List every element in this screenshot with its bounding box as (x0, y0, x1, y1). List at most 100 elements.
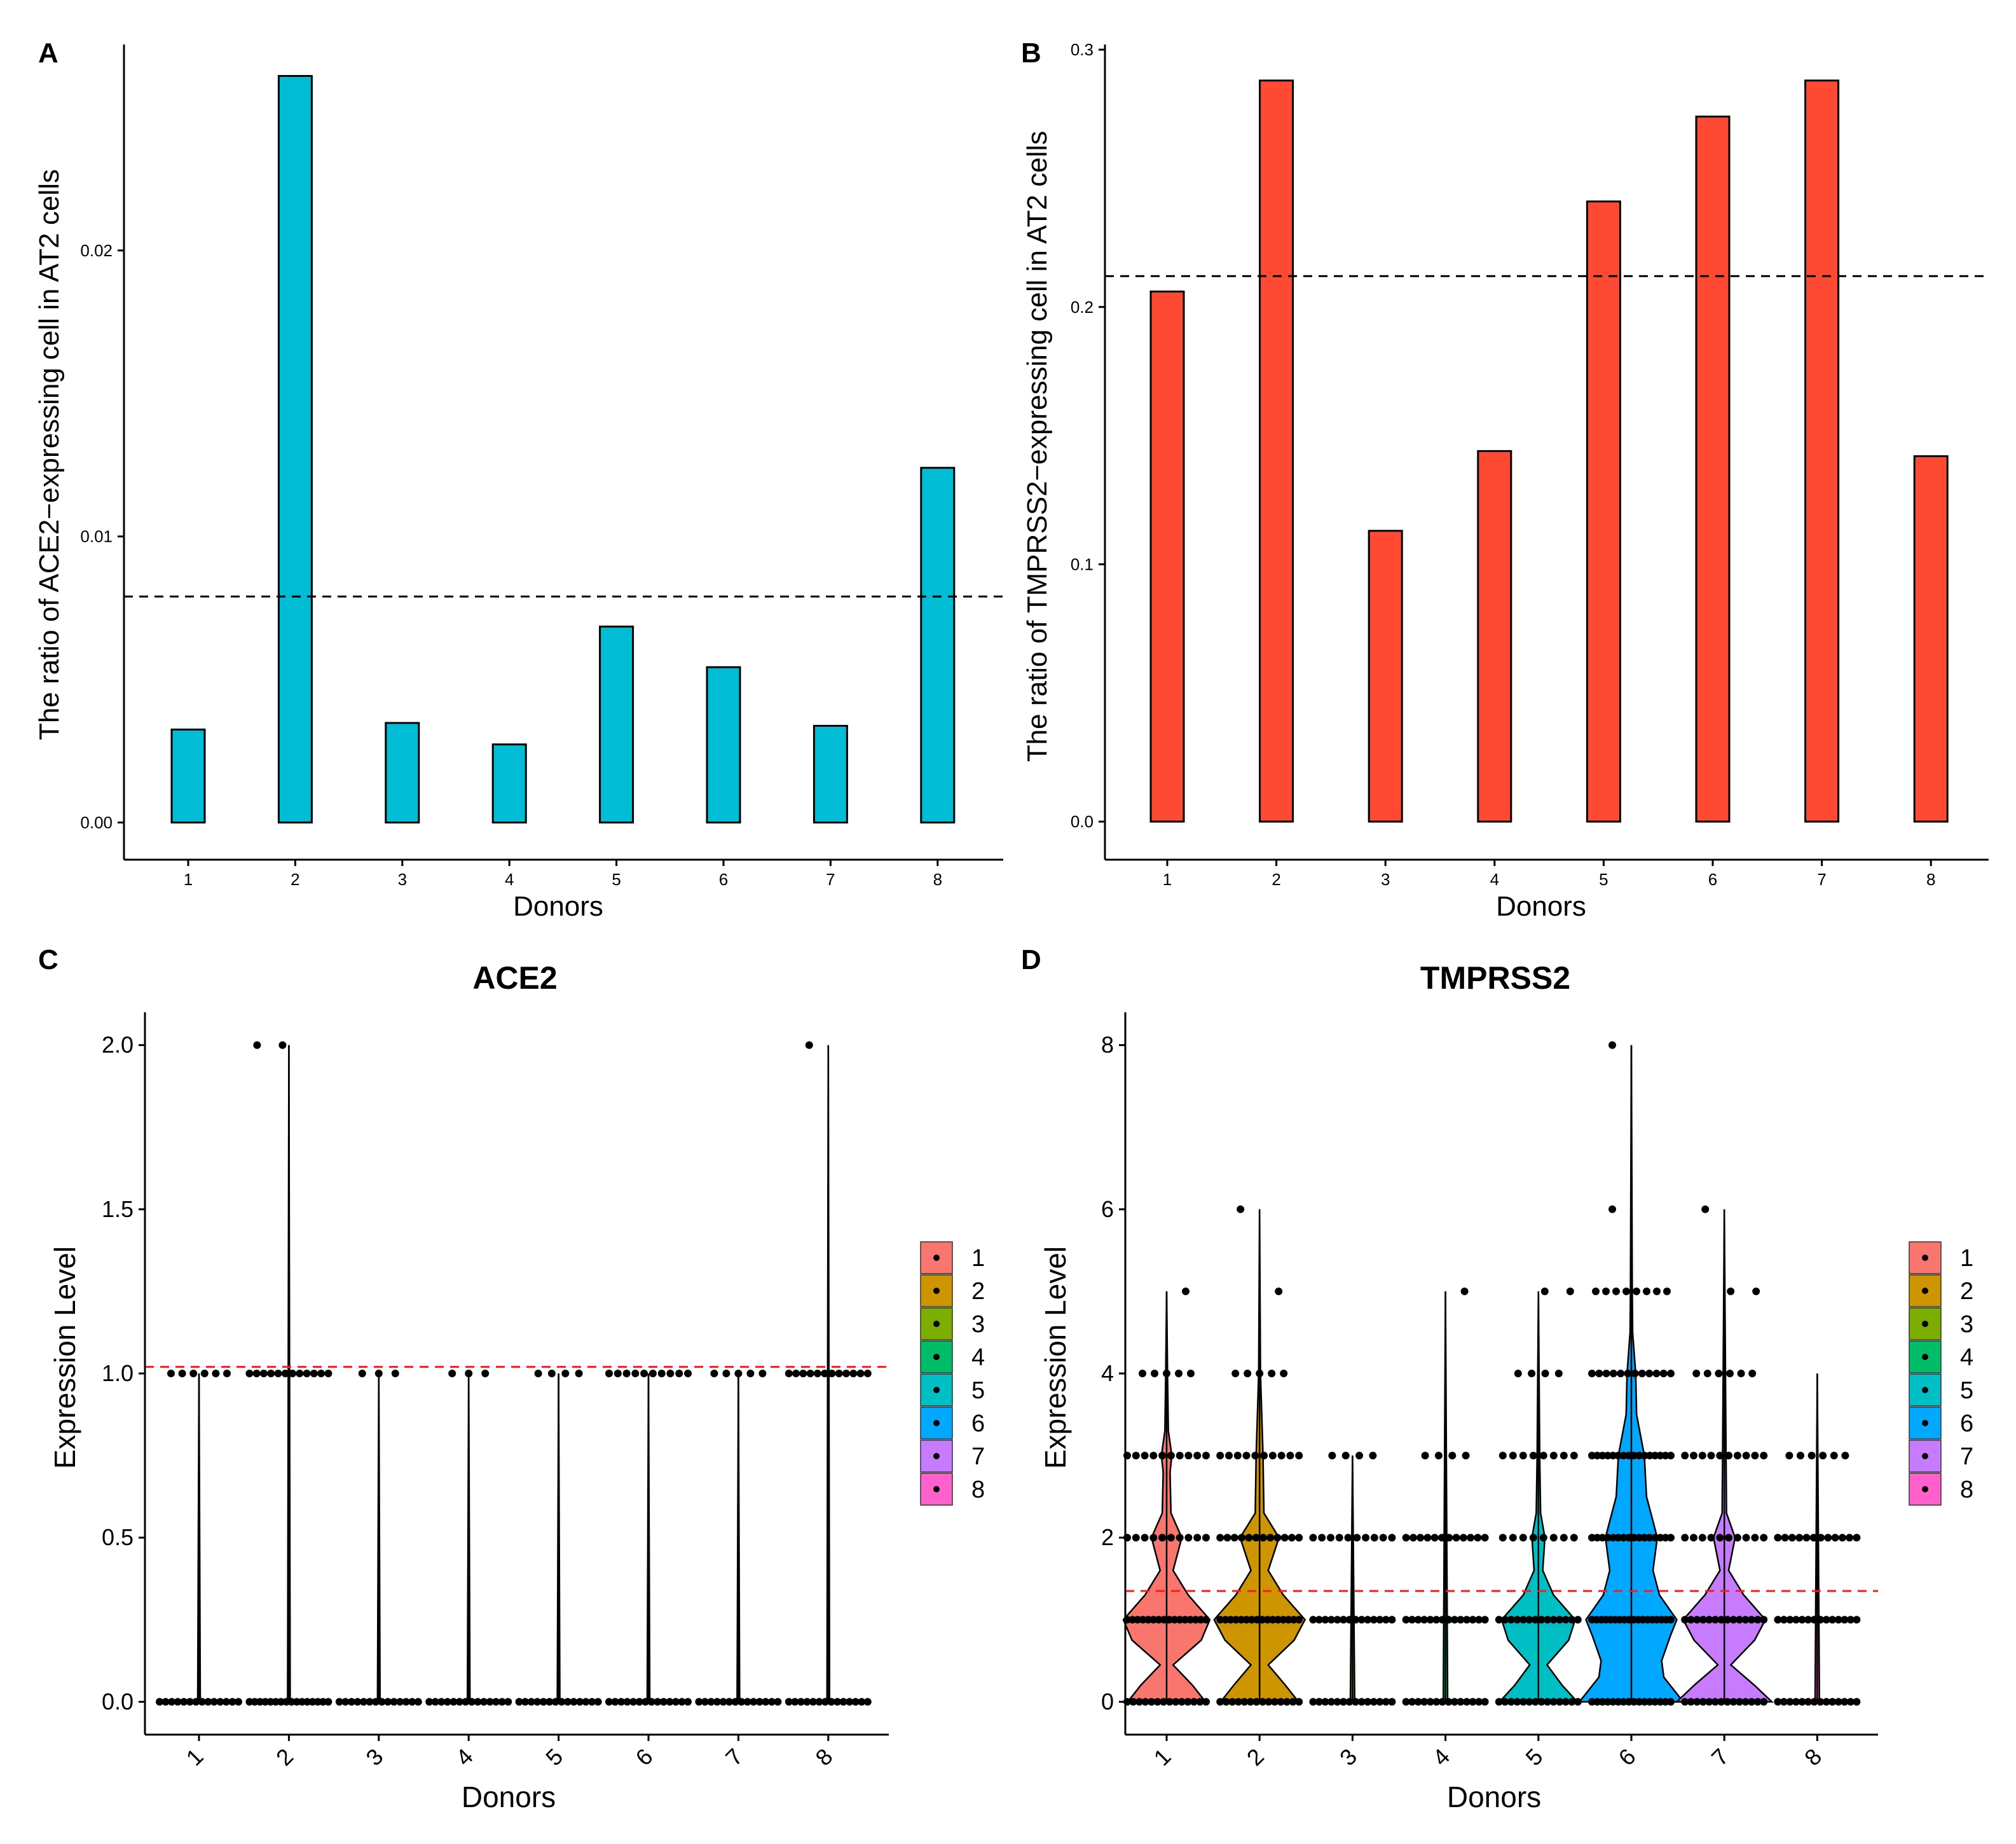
legend-swatch-dot (1922, 1420, 1928, 1426)
data-point (1716, 1452, 1724, 1460)
data-point (1640, 1452, 1649, 1460)
data-point (1537, 1698, 1546, 1706)
data-point (1727, 1287, 1735, 1295)
data-point (1645, 1452, 1654, 1460)
data-point (1838, 1534, 1846, 1542)
data-point (1149, 1452, 1158, 1460)
data-point (1741, 1616, 1750, 1624)
data-point (1141, 1452, 1149, 1460)
x-tick-label: 2 (1272, 870, 1280, 889)
data-point (1707, 1534, 1715, 1542)
data-point (324, 1698, 333, 1706)
data-point (1357, 1616, 1366, 1624)
data-point (481, 1370, 490, 1377)
data-point (828, 1370, 836, 1377)
data-point (1807, 1452, 1816, 1460)
data-point (1822, 1616, 1830, 1624)
data-point (1191, 1616, 1200, 1624)
data-point (1175, 1370, 1183, 1377)
data-point (1630, 1452, 1638, 1460)
data-point (1802, 1534, 1811, 1542)
data-point (1828, 1616, 1837, 1624)
data-point (1238, 1534, 1245, 1542)
data-point (223, 1370, 231, 1377)
data-point (1588, 1370, 1596, 1377)
data-point (1252, 1698, 1261, 1706)
x-ticks: 1 2 3 4 5 6 7 8 (1149, 1735, 1827, 1771)
data-point (821, 1370, 829, 1377)
data-point (1630, 1534, 1638, 1542)
data-point (1624, 1534, 1633, 1542)
data-point (1788, 1534, 1796, 1542)
data-point (1514, 1370, 1522, 1377)
data-point (250, 1698, 259, 1706)
data-point (1408, 1698, 1416, 1706)
data-point (623, 1698, 631, 1706)
data-point (504, 1698, 512, 1706)
legend: 1 2 3 4 5 6 7 8 (1909, 1241, 1973, 1506)
data-point (1379, 1534, 1387, 1542)
data-point (1792, 1616, 1800, 1624)
data-point (1430, 1534, 1439, 1542)
legend-label: 3 (1960, 1311, 1973, 1338)
data-point (707, 1698, 715, 1706)
data-point (402, 1698, 410, 1706)
data-point (1667, 1370, 1675, 1377)
data-point (1414, 1616, 1422, 1624)
data-point (774, 1698, 782, 1706)
data-point (1420, 1698, 1429, 1706)
legend-swatch-dot (933, 1321, 940, 1327)
data-point (198, 1698, 206, 1706)
data-point (156, 1698, 163, 1706)
data-point (366, 1698, 374, 1706)
bar (813, 724, 848, 824)
data-point (341, 1698, 350, 1706)
legend-label: 7 (971, 1443, 985, 1470)
data-point (1804, 1698, 1813, 1706)
legend-swatch-dot (933, 1453, 940, 1459)
legend-label: 2 (971, 1278, 985, 1305)
data-point (1539, 1452, 1547, 1460)
data-point (1841, 1698, 1849, 1706)
y-tick-label: 2 (1101, 1524, 1114, 1550)
y-tick-label: 0.2 (1071, 298, 1094, 317)
data-point (1474, 1534, 1482, 1542)
data-point (1139, 1370, 1146, 1377)
data-point (1635, 1698, 1643, 1706)
x-tick-label: 6 (719, 870, 728, 889)
data-point (1570, 1534, 1578, 1542)
data-point (1774, 1534, 1782, 1542)
data-point (576, 1698, 584, 1706)
data-point (1252, 1534, 1260, 1542)
data-point (1519, 1534, 1527, 1542)
data-point (799, 1370, 807, 1377)
data-point (1612, 1287, 1620, 1295)
data-point (1705, 1698, 1713, 1706)
x-tick-label: 4 (1427, 1744, 1455, 1771)
data-point (833, 1698, 842, 1706)
data-point (1287, 1534, 1296, 1542)
data-point (1450, 1616, 1458, 1624)
data-point (474, 1698, 482, 1706)
data-point (1501, 1616, 1509, 1624)
data-point (582, 1698, 590, 1706)
data-point (1690, 1452, 1697, 1460)
data-point (1438, 1616, 1446, 1624)
data-point (1481, 1698, 1489, 1706)
legend-swatch-dot (933, 1288, 940, 1294)
x-tick-label: 7 (1706, 1744, 1734, 1771)
data-point (1286, 1452, 1294, 1460)
legend-label: 1 (971, 1245, 985, 1272)
data-point (792, 1370, 800, 1377)
data-point (1295, 1616, 1303, 1624)
data-point (1268, 1616, 1277, 1624)
data-point (1717, 1616, 1725, 1624)
data-point (594, 1698, 602, 1706)
data-point (570, 1698, 578, 1706)
y-tick-label: 0.5 (102, 1524, 134, 1550)
data-point (1819, 1452, 1827, 1460)
data-point (1463, 1616, 1471, 1624)
data-point (640, 1370, 648, 1377)
data-point (1327, 1616, 1335, 1624)
